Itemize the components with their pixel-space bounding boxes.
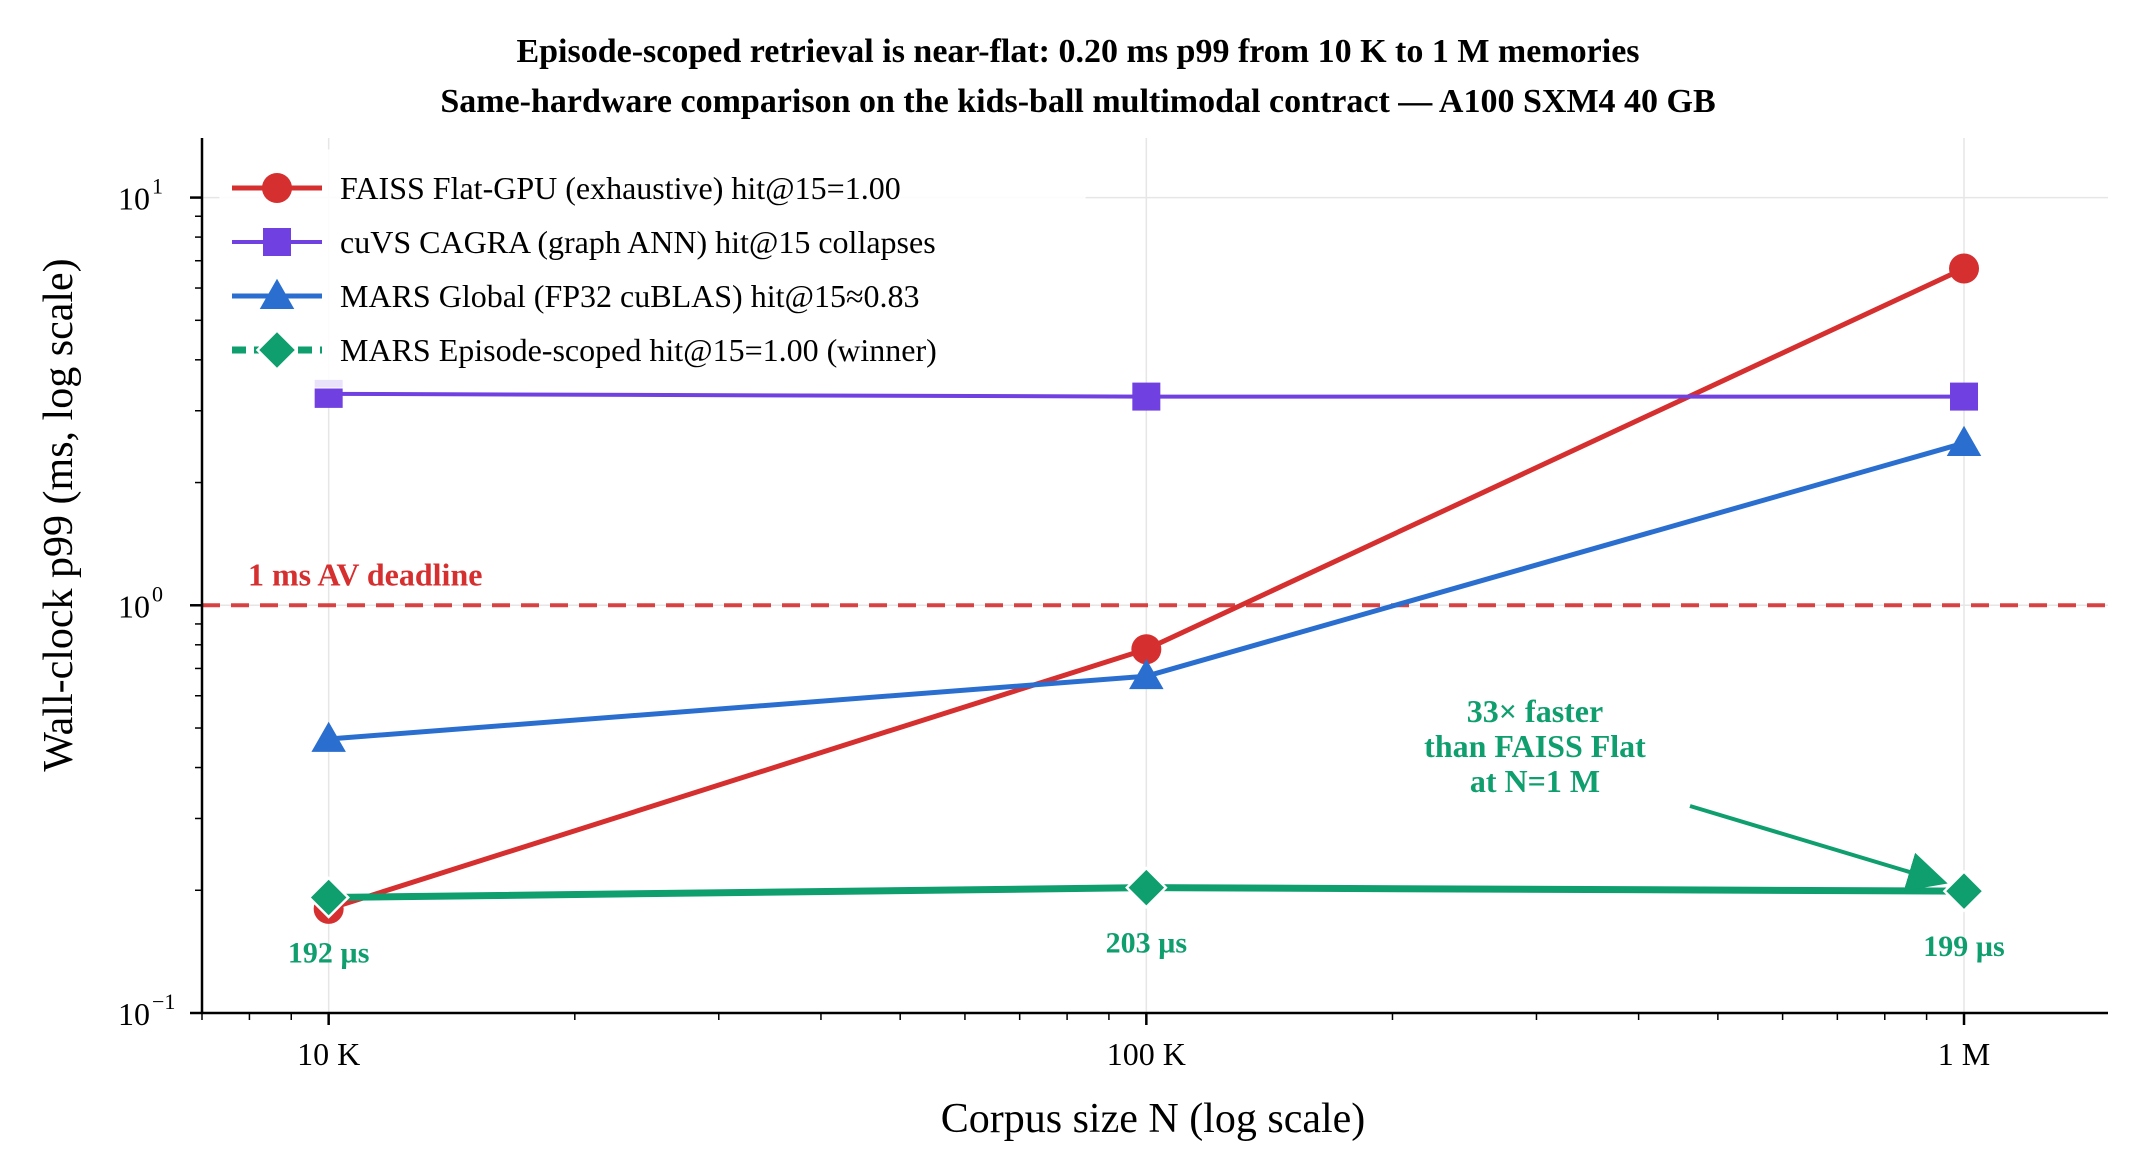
y-tick-exponent: 1 [152, 174, 163, 199]
y-tick-label: 10 −1 [118, 989, 175, 1032]
y-tick-base: 10 [118, 996, 150, 1032]
series-group [307, 253, 1986, 924]
y-tick-exponent: 0 [152, 581, 163, 606]
legend-marker [255, 328, 299, 372]
annotation-text-line: than FAISS Flat [1424, 728, 1646, 764]
annotation-arrow [1689, 804, 1948, 892]
legend-label: MARS Episode-scoped hit@15=1.00 (winner) [340, 332, 937, 368]
legend-label: MARS Global (FP32 cuBLAS) hit@15≈0.83 [340, 278, 920, 314]
series-2-point [1946, 425, 1982, 456]
legend-marker [262, 173, 292, 203]
series-2-point [1129, 658, 1164, 690]
series-1-point [1950, 382, 1979, 411]
point-label: 199 µs [1923, 930, 2004, 963]
x-tick-label: 100 K [1107, 1036, 1186, 1072]
series-3-point [1942, 869, 1986, 913]
x-tick-label: 1 M [1938, 1036, 1990, 1072]
chart-title: Episode-scoped retrieval is near-flat: 0… [516, 33, 1639, 70]
point-label: 203 µs [1106, 927, 1187, 960]
reference-line-group: 1 ms AV deadline [202, 556, 2108, 608]
y-tick-label: 10 0 [118, 581, 163, 624]
y-tick-base: 10 [118, 588, 150, 624]
y-tick-exponent: −1 [152, 989, 175, 1014]
legend-box [219, 149, 1086, 389]
legend-marker [259, 278, 295, 309]
annotation-text-line: at N=1 M [1470, 763, 1600, 799]
series-3-point [1125, 866, 1168, 909]
legend-marker [263, 228, 291, 256]
reference-line-label: 1 ms AV deadline [248, 556, 482, 592]
y-axis-label: Wall-clock p99 (ms, log scale) [36, 258, 82, 771]
series-2-point [311, 721, 346, 752]
series-0-point [1949, 253, 1980, 284]
y-tick-base: 10 [118, 181, 150, 217]
chart-subtitle: Same-hardware comparison on the kids-bal… [440, 83, 1715, 120]
legend-label: cuVS CAGRA (graph ANN) hit@15 collapses [340, 224, 936, 260]
annotation-text-line: 33× faster [1467, 693, 1603, 729]
series-1-point [1132, 382, 1161, 411]
x-axis-label: Corpus size N (log scale) [941, 1096, 1366, 1142]
point-label: 192 µs [288, 936, 369, 969]
x-tick-label: 10 K [297, 1036, 360, 1072]
legend: FAISS Flat-GPU (exhaustive) hit@15=1.00 c… [219, 149, 1086, 389]
series-3-point [307, 876, 350, 919]
y-tick-label: 10 1 [118, 174, 163, 217]
legend-label: FAISS Flat-GPU (exhaustive) hit@15=1.00 [340, 170, 901, 206]
series-0-point [1131, 634, 1162, 665]
